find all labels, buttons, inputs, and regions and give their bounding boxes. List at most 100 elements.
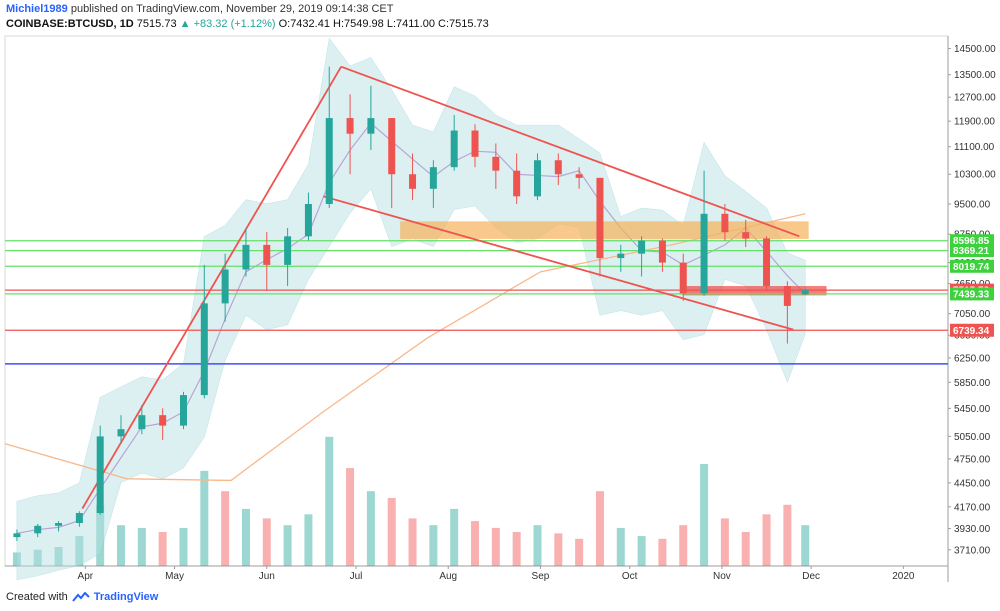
volume-bar xyxy=(346,468,355,566)
candle-body xyxy=(471,130,479,157)
volume-bar xyxy=(137,527,146,566)
level-badge-label: 6739.34 xyxy=(953,326,990,337)
candle-body xyxy=(429,167,437,189)
candle-body xyxy=(388,118,396,175)
volume-bar xyxy=(801,525,810,566)
price-tick-label: 11900.00 xyxy=(954,117,995,128)
time-tick-label: Jul xyxy=(350,571,363,582)
volume-bar xyxy=(679,525,688,566)
candle-body xyxy=(638,240,646,254)
volume-bar xyxy=(700,464,709,566)
level-badge-label: 8596.85 xyxy=(953,236,990,247)
candle-body xyxy=(55,523,63,526)
price-tick-label: 9500.00 xyxy=(954,199,991,210)
candle-body xyxy=(75,513,83,524)
price-tick-label: 4170.00 xyxy=(954,502,991,513)
volume-bar xyxy=(783,504,792,566)
price-tick-label: 13500.00 xyxy=(954,70,996,81)
candle-body xyxy=(325,118,333,204)
candle-body xyxy=(284,236,292,265)
candle-body xyxy=(179,395,187,426)
trendline xyxy=(323,195,794,331)
price-tick-label: 12700.00 xyxy=(954,93,996,104)
last-price: 7515.73 xyxy=(136,18,177,30)
volume-bar xyxy=(179,527,188,566)
price-tick-label: 3930.00 xyxy=(954,524,991,535)
candle-body xyxy=(554,160,562,175)
volume-bar xyxy=(429,525,438,566)
volume-bar xyxy=(54,546,63,566)
tradingview-brand[interactable]: TradingView xyxy=(93,591,159,603)
level-badge-label: 8369.21 xyxy=(953,246,990,257)
candle-body xyxy=(679,262,687,294)
price-change: ▲ +83.32 (+1.12%) xyxy=(179,18,276,30)
volume-bar xyxy=(241,508,250,566)
volume-bar xyxy=(200,470,209,566)
volume-bar xyxy=(325,436,334,566)
volume-bar xyxy=(366,491,375,566)
volume-bar xyxy=(512,532,521,566)
candle-body xyxy=(700,213,708,294)
candle-body xyxy=(513,170,521,197)
volume-bar xyxy=(387,498,396,566)
volume-bar xyxy=(491,527,500,566)
time-tick-label: Oct xyxy=(622,571,638,582)
time-tick-label: Sep xyxy=(532,571,550,582)
level-badge xyxy=(950,323,994,337)
candle-body xyxy=(304,203,312,237)
volume-bar xyxy=(408,518,417,566)
candle-body xyxy=(263,244,271,265)
price-tick-label: 11100.00 xyxy=(954,142,995,153)
candle-body xyxy=(13,533,21,538)
level-badge xyxy=(950,259,994,273)
time-tick-label: Nov xyxy=(713,571,731,582)
candle-body xyxy=(658,240,666,263)
candle-body xyxy=(159,415,167,426)
author-name[interactable]: Michiel1989 xyxy=(6,3,68,15)
ohlc-values: O:7432.41 H:7549.98 L:7411.00 C:7515.73 xyxy=(278,18,489,30)
volume-bar xyxy=(720,518,729,566)
trendline xyxy=(81,66,342,510)
candle-body xyxy=(96,436,104,514)
publish-line: Michiel1989 published on TradingView.com… xyxy=(6,3,394,15)
bollinger-band xyxy=(16,37,806,581)
price-tick-label: 7050.00 xyxy=(954,309,991,320)
volume-bar xyxy=(450,508,459,566)
level-badge xyxy=(950,244,994,258)
ma200-line xyxy=(4,213,806,482)
price-tick-label: 4450.00 xyxy=(954,478,991,489)
candle-body xyxy=(801,290,809,295)
candle-body xyxy=(242,244,250,270)
volume-bar xyxy=(554,533,563,566)
time-tick-label: Jun xyxy=(259,571,275,582)
time-tick-label: Aug xyxy=(439,571,457,582)
level-badge xyxy=(950,234,994,248)
volume-bar xyxy=(75,536,84,566)
candle-body xyxy=(533,160,541,197)
candle-body xyxy=(117,429,125,437)
price-tick-label: 5450.00 xyxy=(954,404,991,415)
volume-bar xyxy=(33,549,42,566)
candle-body xyxy=(450,130,458,168)
tradingview-logo-icon xyxy=(71,591,90,602)
volume-bar xyxy=(762,514,771,566)
volume-bar xyxy=(262,518,271,566)
candle-body xyxy=(367,118,375,134)
volume-bar xyxy=(12,552,21,566)
price-tick-label: 10300.00 xyxy=(954,170,996,181)
volume-bar xyxy=(221,491,230,566)
volume-bar xyxy=(658,538,667,566)
volume-bar xyxy=(575,538,584,566)
time-tick-label: 2020 xyxy=(892,571,915,582)
symbol-line: COINBASE:BTCUSD, 1D 7515.73 ▲ +83.32 (+1… xyxy=(6,18,489,30)
level-badge-label: 8019.74 xyxy=(953,262,990,273)
volume-bar xyxy=(616,527,625,566)
candle-body xyxy=(221,269,229,304)
published-text: published on TradingView.com, November 2… xyxy=(70,3,394,15)
price-tick-label: 5850.00 xyxy=(954,378,991,389)
footer: Created with TradingView xyxy=(6,591,158,603)
volume-bar xyxy=(533,525,542,566)
candle-body xyxy=(617,253,625,259)
price-tick-label: 5050.00 xyxy=(954,432,991,443)
